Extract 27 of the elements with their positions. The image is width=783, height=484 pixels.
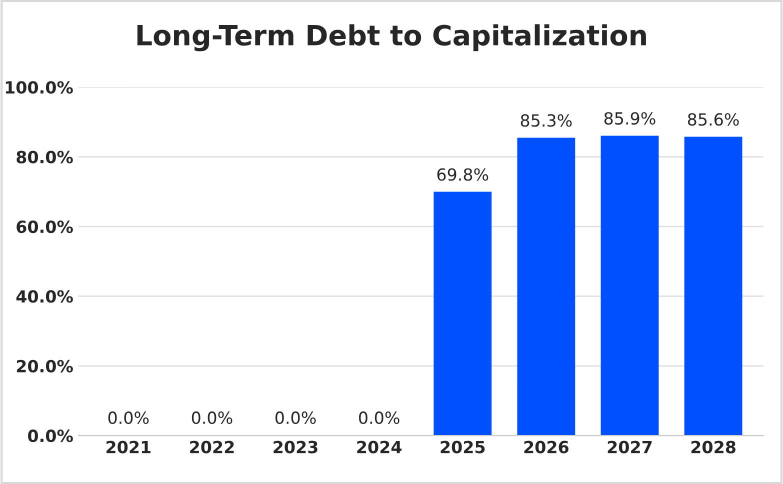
bar	[434, 192, 492, 436]
data-label: 0.0%	[108, 411, 149, 424]
x-tick-label: 2026	[524, 440, 568, 454]
y-tick-label: 80.0%	[16, 150, 73, 164]
y-tick-label: 20.0%	[16, 360, 73, 372]
bar	[517, 138, 576, 436]
y-tick-label: 40.0%	[16, 290, 73, 303]
data-label: 0.0%	[275, 411, 316, 424]
data-label: 85.3%	[520, 114, 572, 127]
y-tick-label: 0.0%	[28, 430, 73, 442]
data-label: 0.0%	[359, 411, 400, 424]
x-tick-label: 2025	[440, 440, 485, 454]
x-tick-label: 2023	[274, 440, 318, 454]
chart-title: Long-Term Debt to Capitalization	[137, 24, 646, 52]
x-tick-label: 2028	[691, 440, 736, 454]
data-label: 85.9%	[604, 112, 656, 125]
data-label: 85.6%	[688, 113, 739, 126]
data-label: 69.8%	[437, 168, 488, 181]
x-tick-label: 2024	[357, 440, 402, 454]
bar	[600, 136, 659, 436]
y-tick-label: 100.0%	[6, 81, 73, 94]
data-label: 0.0%	[192, 411, 232, 424]
x-tick-label: 2022	[190, 440, 234, 454]
x-tick-label: 2027	[608, 440, 652, 454]
x-tick-label: 2021	[106, 440, 150, 454]
y-tick-label: 60.0%	[16, 220, 73, 234]
bar	[684, 136, 742, 436]
